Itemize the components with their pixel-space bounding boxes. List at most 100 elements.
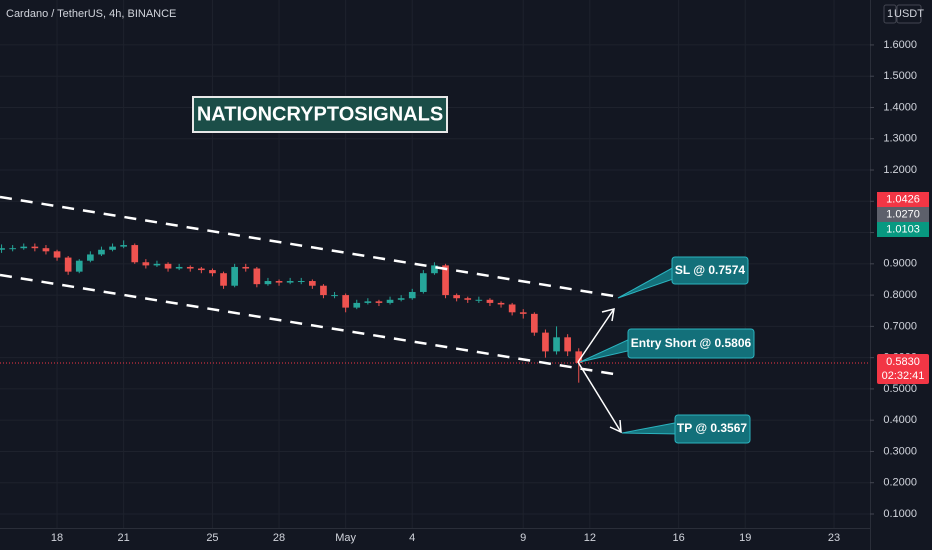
candle-body (408, 291, 416, 299)
candle-body (120, 245, 127, 247)
candle-body (553, 337, 560, 352)
candle-body (564, 337, 571, 352)
candle-body (486, 299, 494, 303)
candle (431, 262, 438, 275)
candle-body (531, 313, 538, 333)
candle-body (53, 251, 61, 258)
candle (198, 266, 205, 274)
annotation: SL @ 0.7574 (675, 263, 746, 277)
candle (297, 277, 305, 285)
y-tick-label: 1.2000 (883, 164, 917, 176)
candle-body (320, 285, 327, 296)
candle (408, 288, 416, 300)
y-tick-label: 0.8000 (883, 289, 917, 301)
candle (564, 334, 571, 357)
y-tick-label: 0.2000 (883, 477, 917, 489)
price-badge-label: 1.0426 (886, 193, 920, 205)
candle (131, 243, 139, 264)
candle-body (164, 263, 172, 269)
candle-body (31, 246, 39, 249)
candle (264, 277, 272, 286)
candle (153, 260, 161, 267)
chart-title: Cardano / TetherUS, 4h, BINANCE (6, 8, 176, 20)
watermark: NATIONCRYPTOSIGNALS (197, 103, 443, 125)
price-badge (877, 222, 929, 237)
scale-label[interactable]: 1 (887, 8, 893, 20)
candle (31, 243, 39, 252)
price-badge-label: 1.0270 (886, 208, 920, 220)
candle-body (87, 254, 94, 261)
last-price-badge (877, 353, 929, 384)
candle (242, 263, 250, 272)
candle (142, 259, 150, 269)
x-tick-label: 12 (584, 532, 596, 544)
y-tick-label: 0.5000 (883, 383, 917, 395)
candle (497, 301, 505, 308)
candle-body (397, 298, 405, 300)
candle (53, 249, 61, 261)
candle (386, 296, 394, 305)
candle (120, 240, 127, 249)
candle-body (275, 281, 283, 283)
candle-body (420, 273, 427, 292)
candle-body (331, 295, 338, 297)
candle-body (220, 273, 227, 286)
x-tick-label: 25 (206, 532, 218, 544)
candle-body (264, 281, 272, 285)
currency[interactable]: USDT (894, 8, 924, 20)
candle (375, 299, 383, 307)
candle (42, 245, 50, 255)
candle-body (98, 249, 105, 255)
y-tick-label: 1.3000 (883, 133, 917, 145)
x-tick-label: 28 (273, 532, 285, 544)
scale-box[interactable] (883, 4, 897, 24)
candle (331, 291, 338, 299)
candle (486, 298, 494, 307)
candle-body (297, 281, 305, 283)
currency-box[interactable] (896, 4, 922, 24)
y-tick-label: 1.6000 (883, 39, 917, 51)
x-tick-label: 21 (118, 532, 130, 544)
x-tick-label: 9 (520, 532, 526, 544)
candle (9, 245, 16, 252)
candle-body (431, 265, 438, 274)
candle-body (9, 248, 16, 250)
candle-body (75, 260, 83, 272)
candle (553, 326, 560, 355)
x-tick-label: 23 (828, 532, 840, 544)
candle (475, 296, 483, 303)
annotation: TP @ 0.3567 (677, 421, 748, 435)
candle (231, 263, 238, 288)
candle-body (20, 246, 28, 249)
candle-body (464, 298, 472, 300)
y-tick-label: 0.9000 (883, 258, 917, 270)
x-tick-label: 19 (739, 532, 751, 544)
candle (364, 298, 372, 305)
candle (220, 271, 227, 289)
candle-body (342, 295, 349, 308)
candle (542, 329, 549, 358)
candle (0, 244, 5, 253)
y-tick-label: 1.4000 (883, 101, 917, 113)
candle-body (353, 302, 361, 308)
x-tick-label: May (335, 532, 356, 544)
candle-body (153, 263, 161, 266)
candle (164, 262, 172, 272)
x-tick-label: 4 (409, 532, 415, 544)
callouts (579, 256, 755, 444)
candle (98, 246, 105, 257)
candle (342, 293, 349, 313)
countdown: 02:32:41 (882, 370, 925, 382)
annotation: Entry Short @ 0.5806 (631, 336, 752, 350)
candle-body (442, 265, 449, 296)
candle (320, 284, 327, 299)
candle-body (109, 246, 116, 250)
candle-body (375, 301, 383, 303)
candle-body (253, 268, 261, 285)
candle-body (131, 245, 139, 263)
candle-body (64, 257, 72, 272)
candle (309, 279, 316, 289)
candle-body (175, 266, 183, 269)
candle-body (475, 299, 483, 301)
